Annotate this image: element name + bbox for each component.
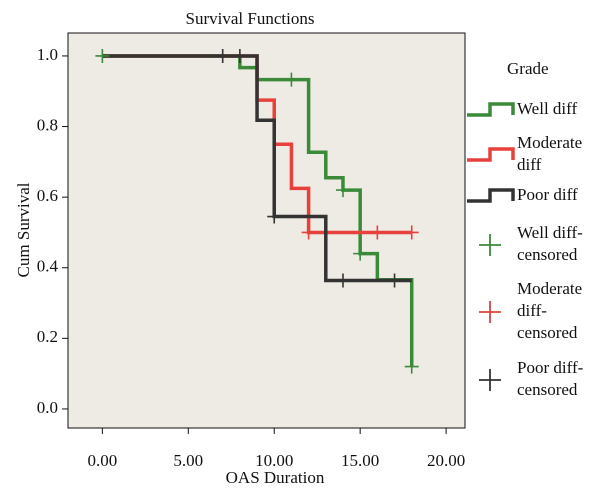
- y-tick-label: 0.8: [37, 115, 58, 134]
- legend-label: Poor diff-censored: [517, 358, 584, 399]
- legend-symbol: [479, 301, 501, 323]
- y-tick-label: 0.4: [37, 257, 59, 276]
- x-tick-label: 10.00: [255, 451, 293, 470]
- censor-mark: [335, 183, 350, 198]
- censor-mark: [404, 225, 419, 240]
- y-tick-label: 0.0: [37, 398, 58, 417]
- censor-mark: [387, 273, 402, 288]
- censor-mark: [232, 48, 247, 63]
- y-axis-label: Cum Survival: [14, 182, 33, 277]
- censor-mark: [95, 48, 110, 63]
- survival-line: [102, 54, 412, 283]
- y-tick-label: 1.0: [37, 45, 58, 64]
- censor-mark: [335, 273, 350, 288]
- legend-symbol: [467, 188, 515, 203]
- y-tick-label: 0.6: [37, 186, 58, 205]
- y-tick-label: 0.2: [37, 327, 58, 346]
- legend-symbol: [479, 369, 501, 391]
- x-tick-label: 15.00: [341, 451, 379, 470]
- censor-mark: [353, 246, 368, 261]
- legend-symbol: [479, 234, 501, 256]
- censor-mark: [284, 72, 299, 87]
- x-axis-label: OAS Duration: [226, 468, 325, 487]
- censor-mark: [404, 359, 419, 374]
- censor-mark: [370, 225, 385, 240]
- survival-line: [102, 54, 414, 367]
- x-tick-label: 5.00: [173, 451, 203, 470]
- legend-label: Moderate diff: [517, 133, 582, 174]
- chart-title: Survival Functions: [186, 9, 315, 28]
- legend-title: Grade: [507, 59, 549, 78]
- censor-mark: [301, 225, 316, 240]
- x-tick-label: 20.00: [427, 451, 465, 470]
- legend-symbol: [467, 147, 515, 162]
- legend-label: Well diff-censored: [517, 223, 583, 264]
- censor-mark: [215, 48, 230, 63]
- x-tick-label: 0.00: [87, 451, 117, 470]
- legend-label: Poor diff: [517, 185, 578, 204]
- legend-symbol: [467, 102, 515, 117]
- plot-area: [67, 32, 466, 429]
- legend-label: Well diff: [517, 99, 578, 118]
- legend-label: Moderate diff-censored: [517, 279, 582, 342]
- censor-mark: [267, 209, 282, 224]
